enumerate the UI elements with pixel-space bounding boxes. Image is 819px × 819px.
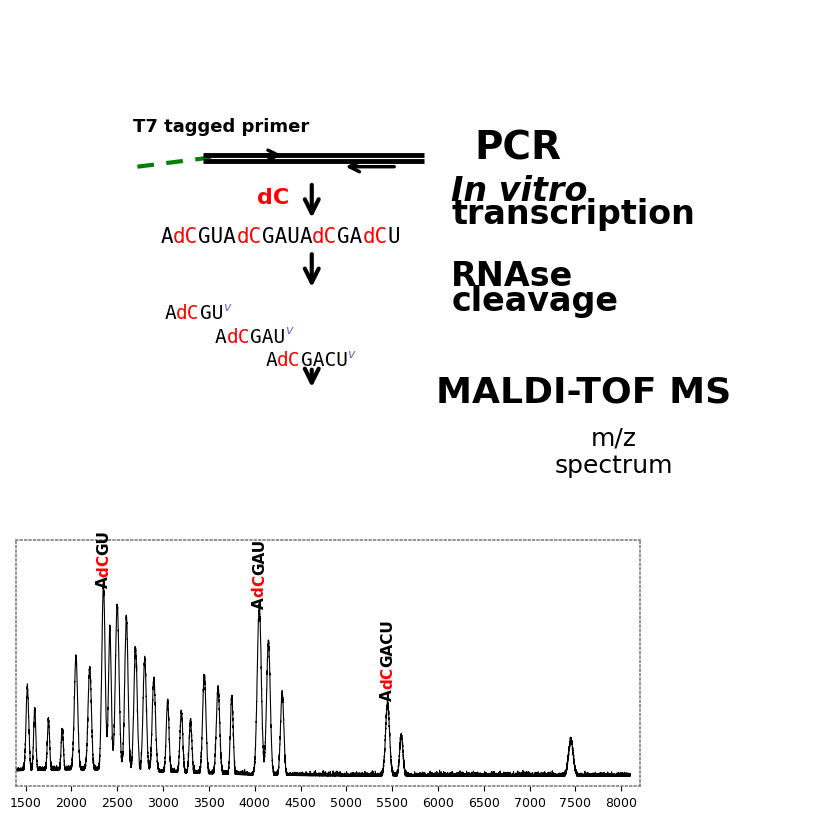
- Text: GU: GU: [96, 529, 111, 554]
- Text: T7 tagged primer: T7 tagged primer: [133, 117, 310, 135]
- Text: GAU: GAU: [250, 328, 285, 346]
- Text: Ad: Ad: [259, 590, 260, 591]
- Text: A: A: [161, 227, 173, 247]
- Text: A: A: [265, 351, 277, 369]
- Text: d: d: [96, 565, 111, 576]
- Text: GU: GU: [200, 304, 223, 324]
- Text: v: v: [285, 324, 292, 337]
- Text: cleavage: cleavage: [450, 284, 618, 317]
- Text: Ad: Ad: [387, 687, 389, 688]
- Text: dC: dC: [362, 227, 387, 247]
- Text: dC: dC: [173, 227, 198, 247]
- Text: v: v: [223, 301, 230, 314]
- Text: GACU: GACU: [300, 351, 347, 369]
- Text: GAU: GAU: [261, 227, 299, 247]
- Text: C: C: [380, 667, 395, 678]
- Text: A: A: [96, 576, 111, 588]
- Text: In vitro: In vitro: [450, 175, 587, 208]
- Text: dC: dC: [236, 227, 261, 247]
- Text: RNAse: RNAse: [450, 260, 572, 292]
- Text: A: A: [215, 328, 226, 346]
- Text: A: A: [165, 304, 176, 324]
- Text: U: U: [387, 227, 400, 247]
- Text: GACU: GACU: [380, 619, 395, 667]
- Text: MALDI-TOF MS: MALDI-TOF MS: [435, 375, 730, 410]
- Text: d: d: [380, 678, 395, 689]
- Text: dC: dC: [226, 328, 250, 346]
- Text: dC: dC: [176, 304, 200, 324]
- Text: GA: GA: [337, 227, 362, 247]
- Text: dC: dC: [312, 227, 337, 247]
- Text: dC: dC: [277, 351, 300, 369]
- Text: d: d: [251, 586, 266, 596]
- Text: m/z
spectrum: m/z spectrum: [554, 426, 672, 478]
- Text: GUA: GUA: [198, 227, 236, 247]
- Text: A: A: [380, 689, 395, 700]
- Text: transcription: transcription: [450, 198, 695, 231]
- Text: PCR: PCR: [474, 129, 561, 167]
- Text: C: C: [96, 554, 111, 565]
- Text: A: A: [251, 596, 266, 608]
- Text: A: A: [299, 227, 312, 247]
- Text: dC: dC: [256, 188, 289, 208]
- Text: v: v: [347, 347, 355, 360]
- Text: GAU: GAU: [251, 538, 266, 574]
- Text: C: C: [251, 574, 266, 586]
